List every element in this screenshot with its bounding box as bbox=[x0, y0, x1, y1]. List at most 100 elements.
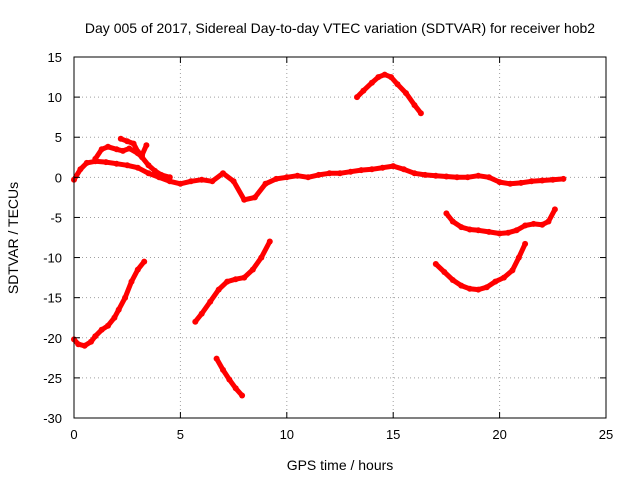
data-point bbox=[486, 228, 492, 235]
data-point bbox=[134, 266, 141, 273]
data-point bbox=[134, 164, 141, 171]
data-point bbox=[337, 170, 343, 177]
series-track-mid-low bbox=[192, 238, 273, 325]
data-point bbox=[224, 278, 231, 285]
data-point bbox=[560, 175, 567, 182]
data-point bbox=[98, 146, 105, 153]
data-point bbox=[105, 322, 111, 329]
data-point bbox=[486, 174, 492, 181]
data-point bbox=[134, 148, 141, 155]
data-point bbox=[220, 366, 226, 373]
plot-frame bbox=[73, 56, 607, 419]
data-point bbox=[432, 172, 439, 179]
data-point bbox=[98, 326, 105, 333]
data-point bbox=[400, 166, 407, 173]
x-tick-label: 20 bbox=[492, 427, 506, 442]
x-tick-label: 5 bbox=[177, 427, 184, 442]
data-point bbox=[539, 221, 546, 228]
data-point bbox=[458, 282, 465, 289]
y-tick-label: -30 bbox=[43, 411, 62, 426]
data-point bbox=[505, 229, 512, 236]
data-point bbox=[128, 278, 135, 285]
data-point bbox=[117, 135, 124, 142]
data-point bbox=[513, 227, 520, 234]
data-point bbox=[375, 74, 382, 81]
data-point bbox=[522, 240, 529, 247]
data-point bbox=[141, 258, 148, 265]
data-point bbox=[368, 166, 375, 173]
data-point bbox=[522, 222, 529, 229]
ticks bbox=[73, 56, 607, 419]
x-axis-label: GPS time / hours bbox=[287, 457, 394, 473]
data-point bbox=[232, 276, 239, 283]
data-point bbox=[145, 170, 152, 177]
data-point bbox=[443, 210, 450, 217]
data-point bbox=[115, 306, 122, 313]
data-point bbox=[273, 175, 280, 182]
data-point bbox=[394, 81, 401, 88]
data-point bbox=[530, 220, 537, 227]
data-point bbox=[105, 143, 111, 150]
data-point bbox=[102, 159, 109, 166]
data-point bbox=[166, 174, 173, 181]
data-point bbox=[449, 218, 456, 225]
data-point bbox=[266, 238, 273, 245]
data-point bbox=[417, 110, 424, 117]
data-point bbox=[368, 79, 375, 86]
data-point bbox=[77, 166, 84, 173]
data-point bbox=[500, 274, 507, 281]
data-point bbox=[507, 180, 514, 187]
data-point bbox=[347, 168, 354, 175]
data-points bbox=[71, 71, 567, 399]
data-point bbox=[441, 269, 448, 275]
data-point bbox=[411, 170, 418, 177]
tick-labels: 0 5 10 15 20 25 -30 -25 -20 -15 -10 -5 0 5 10 15 bbox=[43, 50, 613, 442]
data-point bbox=[475, 172, 482, 179]
data-point bbox=[139, 151, 146, 158]
data-point bbox=[177, 180, 184, 187]
data-point bbox=[545, 218, 552, 225]
y-tick-label: -25 bbox=[43, 371, 62, 386]
data-point bbox=[251, 194, 258, 201]
series-track-left-low bbox=[71, 258, 148, 349]
data-point bbox=[496, 230, 503, 237]
data-point bbox=[551, 206, 558, 213]
data-point bbox=[422, 171, 429, 178]
data-point bbox=[517, 179, 524, 186]
data-point bbox=[213, 355, 220, 362]
data-point bbox=[209, 178, 216, 185]
data-point bbox=[528, 178, 535, 185]
data-point bbox=[403, 90, 409, 97]
data-point bbox=[305, 174, 312, 181]
data-point bbox=[215, 286, 222, 293]
y-tick-label: 0 bbox=[55, 170, 62, 185]
data-point bbox=[475, 286, 482, 293]
data-point bbox=[515, 254, 522, 261]
y-axis-label: SDTVAR / TECUs bbox=[5, 182, 21, 294]
data-point bbox=[92, 155, 99, 162]
data-point bbox=[241, 274, 248, 281]
series-track-right-low bbox=[432, 240, 529, 293]
data-point bbox=[466, 226, 473, 233]
y-tick-label: 15 bbox=[48, 50, 62, 65]
data-point bbox=[122, 294, 129, 301]
data-point bbox=[539, 177, 546, 184]
data-point bbox=[130, 140, 137, 147]
data-point bbox=[466, 285, 473, 292]
data-point bbox=[294, 172, 301, 179]
data-point bbox=[126, 145, 133, 152]
data-point bbox=[379, 164, 386, 171]
data-point bbox=[411, 102, 418, 109]
data-point bbox=[192, 318, 199, 325]
data-point bbox=[283, 174, 290, 181]
data-point bbox=[88, 338, 94, 345]
data-point bbox=[432, 261, 439, 267]
data-point bbox=[458, 224, 465, 231]
data-point bbox=[449, 277, 456, 283]
series-track-peak bbox=[117, 135, 150, 158]
data-point bbox=[454, 174, 460, 181]
data-point bbox=[207, 298, 214, 305]
data-point bbox=[113, 146, 120, 153]
